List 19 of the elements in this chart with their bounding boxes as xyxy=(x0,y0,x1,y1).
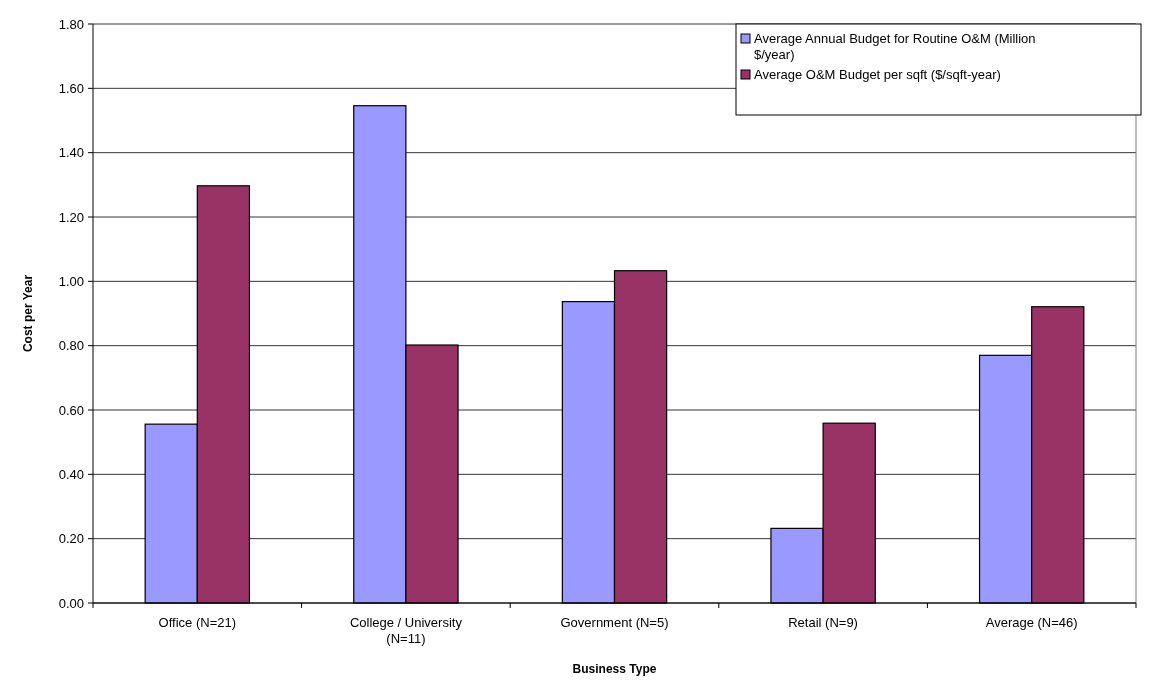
x-tick-label: Retail (N=9) xyxy=(788,615,858,630)
x-axis-title: Business Type xyxy=(572,662,657,676)
y-tick-label: 1.40 xyxy=(58,145,84,161)
y-tick-label: 0.20 xyxy=(58,531,84,547)
x-tick-label: Office (N=21) xyxy=(158,615,237,630)
legend-label: Average O&M Budget per sqft ($/sqft-year) xyxy=(754,66,1001,82)
x-tick-label: Government (N=5) xyxy=(560,615,669,630)
y-tick-label: 0.00 xyxy=(58,595,84,611)
y-axis-title: Cost per Year xyxy=(21,274,35,353)
y-tick-label: 1.00 xyxy=(58,273,84,289)
y-tick-label: 1.80 xyxy=(58,16,84,32)
legend-label: Average Annual Budget for Routine O&M (Million $/year) xyxy=(754,30,1036,62)
y-tick-label: 0.60 xyxy=(58,402,84,418)
x-tick-label: College / University (N=11) xyxy=(349,615,463,646)
y-tick-label: 0.80 xyxy=(58,338,84,354)
y-tick-label: 1.60 xyxy=(58,80,84,96)
y-tick-label: 1.20 xyxy=(58,209,84,225)
y-tick-label: 0.40 xyxy=(58,466,84,482)
x-tick-label: Average (N=46) xyxy=(985,615,1078,630)
